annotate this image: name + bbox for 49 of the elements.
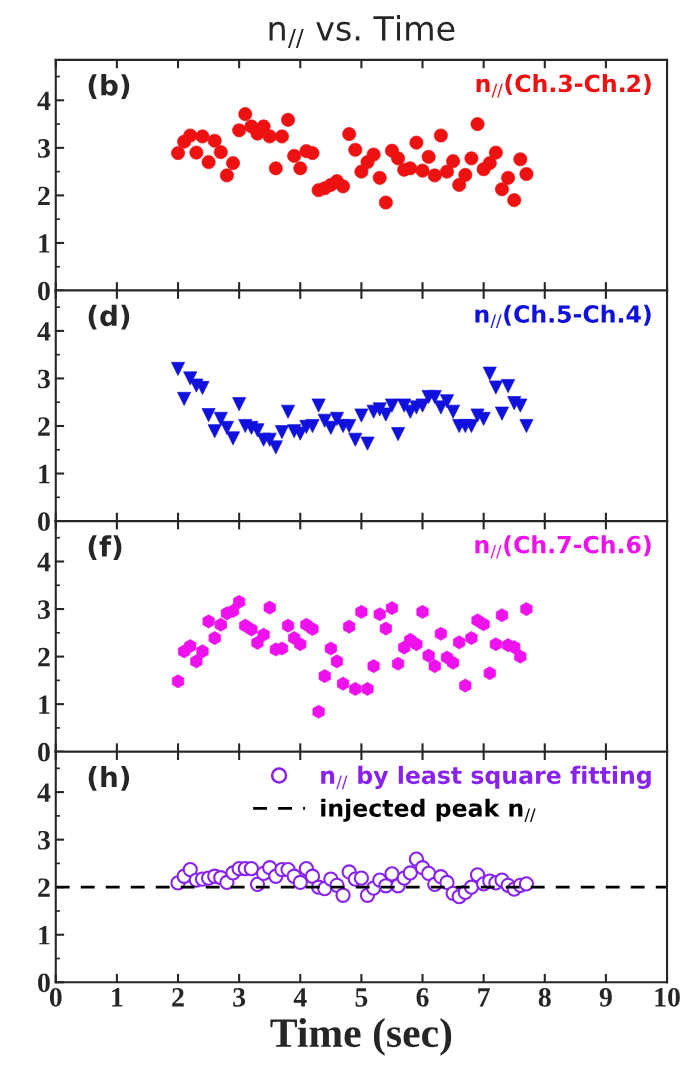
y-tick-label: 1 — [39, 695, 50, 714]
y-tick-label: 4 — [37, 322, 51, 341]
point — [353, 870, 370, 886]
y-tick-label: 2 — [38, 417, 50, 436]
y-tick-label: 4 — [37, 552, 51, 572]
y-tick-label: 1 — [39, 926, 50, 945]
x-tick-label: 7 — [478, 988, 490, 1007]
point — [335, 887, 351, 903]
x-tick-label: 2 — [172, 988, 184, 1007]
x-axis-title: Time (sec) — [270, 1017, 452, 1056]
y-tick-label: 4 — [37, 783, 51, 802]
y-tick-label: 1 — [39, 464, 50, 484]
x-tick-label: 1 — [112, 988, 123, 1007]
y-tick-label: 2 — [38, 878, 50, 897]
annotation: (h) — [88, 765, 130, 791]
y-tick-label: 0 — [38, 742, 50, 762]
x-tick-label: 8 — [538, 987, 551, 1007]
point — [402, 865, 418, 881]
y-tick-label: 0 — [38, 281, 50, 301]
annotation: (d) — [88, 304, 130, 330]
annotation: (f) — [88, 535, 122, 561]
point — [292, 874, 308, 891]
legend-label: n$_{//}$ by least square fitting — [321, 765, 651, 790]
x-tick-label: 6 — [416, 988, 429, 1007]
x-tick-label: 4 — [293, 988, 307, 1007]
x-tick-label: 3 — [233, 988, 246, 1007]
series-label: n$_{//}$(Ch.5-Ch.4) — [475, 304, 651, 329]
legend-label: injected peak n$_{//}$ — [321, 798, 536, 823]
point — [518, 876, 535, 892]
y-tick-label: 3 — [38, 600, 50, 619]
series-label: n$_{//}$(Ch.3-Ch.2) — [476, 74, 651, 98]
y-tick-label: 3 — [38, 139, 50, 158]
y-tick-label: 0 — [38, 512, 50, 531]
text: n$_{//}$(Ch.7-Ch.6) — [475, 535, 651, 559]
y-tick-label: 4 — [37, 91, 51, 110]
x-tick-label: 9 — [599, 988, 612, 1007]
y-tick-label: 2 — [38, 186, 50, 206]
y-tick-label: 3 — [38, 369, 50, 389]
point — [243, 861, 259, 877]
annotation: (b) — [88, 74, 130, 99]
y-tick-label: 3 — [38, 830, 50, 850]
y-tick-label: 1 — [39, 234, 50, 253]
x-tick-label: 10 — [655, 987, 680, 1007]
y-tick-label: 2 — [38, 647, 50, 667]
chart-title: n$_{//}$ vs. Time — [269, 15, 455, 49]
point — [182, 861, 198, 878]
point — [304, 868, 321, 884]
y-tick-label: 0 — [38, 973, 50, 993]
x-tick-label: 5 — [355, 988, 368, 1007]
